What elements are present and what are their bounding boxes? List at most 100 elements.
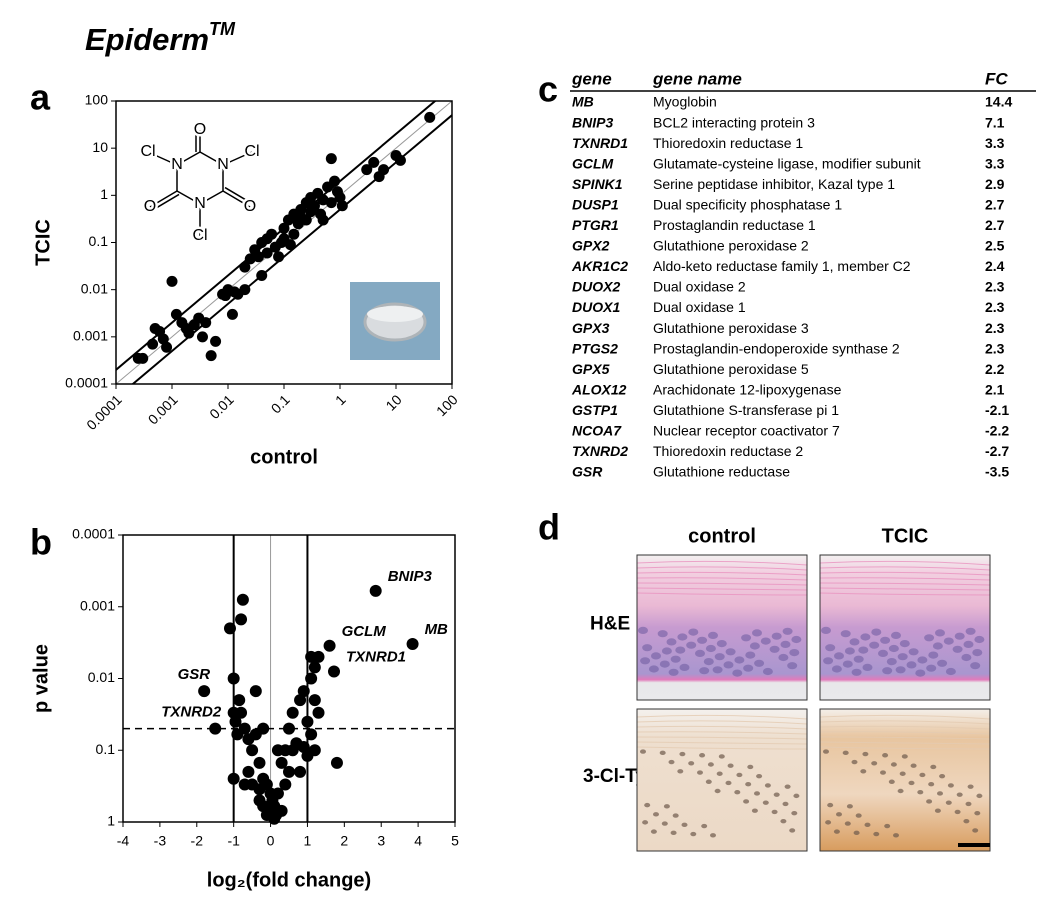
- panel-label: a: [30, 77, 51, 118]
- nucleus: [947, 783, 954, 788]
- y-axis-title: p value: [30, 644, 52, 713]
- nucleus: [974, 810, 981, 816]
- point: [210, 335, 222, 347]
- point: [323, 639, 336, 652]
- nucleus: [851, 759, 858, 765]
- nucleus: [697, 636, 708, 644]
- table-cell: 2.3: [985, 340, 1005, 356]
- y-tick-label: 10: [92, 139, 108, 155]
- nucleus: [732, 669, 743, 677]
- table-cell: 2.1: [985, 381, 1005, 397]
- nucleus: [708, 631, 718, 640]
- point: [239, 284, 251, 296]
- y-axis-title: TCIC: [32, 219, 54, 266]
- tissue-layer: [636, 720, 808, 725]
- y-tick-label: 0.001: [73, 328, 108, 344]
- micrograph: [820, 555, 990, 700]
- point: [205, 350, 217, 362]
- nucleus: [653, 812, 659, 817]
- point: [283, 722, 295, 735]
- nucleus: [784, 784, 791, 789]
- nucleus: [640, 749, 646, 754]
- nucleus: [705, 779, 712, 784]
- point: [317, 214, 329, 226]
- table-cell: 3.3: [985, 135, 1005, 151]
- table-cell: GPX3: [572, 320, 610, 336]
- nucleus: [970, 662, 981, 670]
- nucleus: [679, 663, 690, 672]
- nucleus: [897, 653, 908, 661]
- point: [249, 685, 262, 698]
- nucleus: [831, 665, 842, 673]
- nucleus: [666, 638, 677, 646]
- point: [308, 694, 321, 707]
- point: [275, 804, 288, 817]
- nucleus: [782, 801, 789, 807]
- nucleus: [873, 831, 880, 837]
- x-tick-label: -1: [227, 833, 240, 849]
- table-cell: 2.9: [985, 176, 1005, 192]
- nucleus: [681, 822, 688, 828]
- nucleus: [862, 663, 873, 672]
- point: [294, 765, 307, 778]
- nucleus: [716, 640, 727, 648]
- nucleus: [661, 647, 672, 655]
- nucleus: [954, 809, 961, 815]
- point: [305, 728, 318, 741]
- nucleus: [926, 799, 933, 804]
- table-cell: BCL2 interacting protein 3: [653, 114, 815, 130]
- nucleus: [869, 641, 880, 649]
- nucleus: [858, 646, 869, 654]
- nucleus: [714, 788, 721, 794]
- nucleus: [734, 790, 741, 795]
- point: [236, 593, 249, 606]
- nucleus: [668, 759, 675, 765]
- point: [264, 804, 277, 817]
- nucleus: [640, 657, 651, 665]
- table-cell: Dual specificity phosphatase 1: [653, 196, 842, 212]
- y-tick-label: 1: [100, 186, 108, 202]
- table-cell: 2.4: [985, 258, 1005, 274]
- y-tick-label: 0.0001: [65, 375, 108, 391]
- nucleus: [846, 804, 853, 809]
- nucleus: [638, 626, 648, 635]
- point: [301, 749, 314, 762]
- point: [312, 706, 325, 719]
- column-label: TCIC: [882, 525, 929, 547]
- tissue-layer: [636, 560, 808, 566]
- table-cell: Glutamate-cysteine ligase, modifier subu…: [653, 155, 921, 171]
- x-tick-label: 0.001: [145, 391, 181, 427]
- point: [253, 794, 266, 807]
- point: [256, 269, 268, 281]
- table-cell: -2.1: [985, 402, 1009, 418]
- nucleus: [668, 668, 679, 676]
- nucleus: [930, 764, 937, 770]
- nucleus: [675, 646, 686, 654]
- row-label: 3-Cl-Tyr: [583, 766, 654, 787]
- nucleus: [976, 793, 983, 799]
- nucleus: [853, 830, 860, 836]
- table-cell: 3.3: [985, 155, 1005, 171]
- table-cell: 2.3: [985, 299, 1005, 315]
- nucleus: [727, 763, 734, 768]
- nucleus: [924, 634, 935, 642]
- panel-label: b: [30, 522, 52, 563]
- nucleus: [756, 773, 763, 779]
- y-tick-label: 0.01: [81, 280, 108, 296]
- nucleus: [972, 649, 983, 657]
- nucleus: [935, 629, 945, 637]
- nucleus: [648, 665, 659, 673]
- table-cell: GSTP1: [572, 402, 618, 418]
- table-cell: GSR: [572, 464, 603, 480]
- atom-label: N: [194, 195, 206, 212]
- point: [271, 744, 284, 757]
- point: [227, 772, 240, 785]
- nucleus: [686, 641, 697, 649]
- nucleus: [965, 627, 976, 635]
- table-cell: -3.5: [985, 464, 1009, 480]
- point: [238, 722, 251, 735]
- nucleus: [773, 792, 780, 797]
- nucleus: [789, 828, 796, 833]
- table-cell: -2.7: [985, 443, 1009, 459]
- nucleus: [871, 628, 882, 636]
